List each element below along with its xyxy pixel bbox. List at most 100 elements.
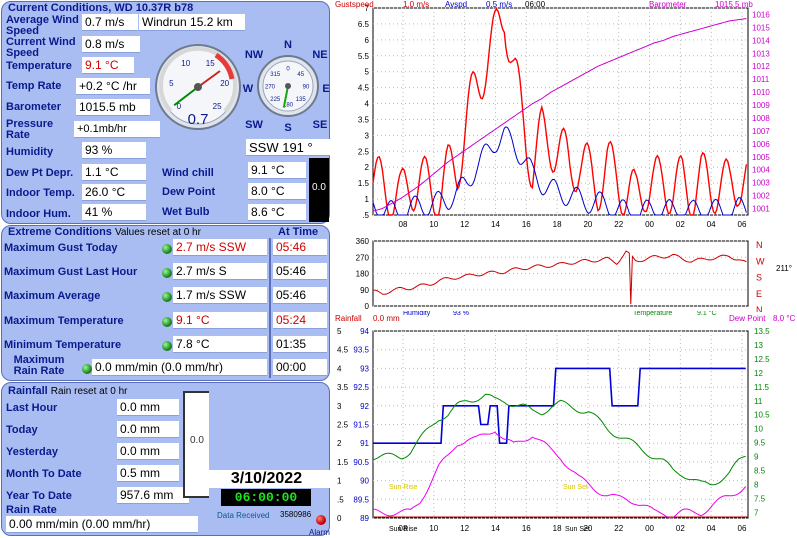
indoor-temp-label: Indoor Temp. (6, 187, 75, 199)
chart1-series-1 (372, 126, 747, 216)
chart3-right-tick: 13.5 (754, 327, 770, 336)
rain-gauge-value: 0.0 (190, 435, 204, 446)
chart1-time-label: 06:00 (525, 0, 546, 9)
extreme-row-time: 05:46 (273, 239, 327, 256)
chart1-left-tick: 6.5 (358, 20, 370, 29)
chart1-baro-label: Barometer (649, 0, 687, 9)
barometer-label: Barometer (6, 101, 62, 113)
chart3-x-tick: 04 (707, 524, 716, 533)
compass-nw-label: NW (245, 49, 264, 61)
chart3-rain-tick: 3.5 (337, 383, 349, 392)
temperature-label: Temperature (6, 60, 72, 72)
gauge-tick-label: 15 (206, 59, 215, 68)
indoor-hum-value: 41 % (82, 204, 146, 221)
alarm-icon[interactable] (316, 515, 326, 525)
chart3-temp-value: 9.1 °C (697, 311, 717, 317)
rain-rate-value: 0.00 mm/min (0.00 mm/hr) (6, 516, 198, 533)
compass-sw-label: SW (245, 119, 263, 131)
chart1-series-0 (372, 7, 748, 217)
wet-bulb-label: Wet Bulb (162, 206, 210, 218)
dew-pt-depr-value: 1.1 °C (82, 164, 146, 181)
chart3-rain-tick: 1 (337, 477, 342, 486)
chart1-left-tick: 3.5 (358, 115, 370, 124)
chart3-rain-tick: 4.5 (337, 346, 349, 355)
chart3-right-tick: 8.5 (754, 467, 766, 476)
chart1-x-tick: 00 (645, 220, 654, 229)
extreme-row-label: Maximum Rain Rate (13, 354, 65, 377)
chart3-x-tick: 14 (491, 524, 500, 533)
chart2-series-0 (372, 250, 747, 305)
humidity-value: 93 % (82, 142, 146, 159)
alarm-label: Alarm (309, 528, 330, 537)
chart1-x-tick: 16 (522, 220, 531, 229)
rain-month-value: 0.5 mm (117, 465, 179, 482)
chart2-left-tick: 90 (360, 286, 369, 295)
rain-yesterday-label: Yesterday (6, 446, 58, 458)
chart3-rain-tick: 5 (337, 327, 342, 336)
chart3-left-tick: 90 (360, 477, 369, 486)
chart2-right-label: N (756, 305, 763, 312)
chart1-right-tick: 1001 (752, 205, 770, 214)
chart1-right-tick: 1010 (752, 88, 770, 97)
chart3-temp-label: Temperature (633, 311, 672, 317)
gauge-center-value: 0.7 (188, 111, 209, 128)
extreme-title-text: Extreme Conditions (8, 226, 112, 238)
compass-ne-label: NE (312, 49, 327, 61)
chart1-right-tick: 1012 (752, 62, 770, 71)
chart3-sunset-bottom: Sun Set (565, 526, 590, 533)
chart3-left-tick: 89 (360, 514, 369, 523)
chart1-right-tick: 1015 (752, 23, 770, 32)
chart1-left-tick: 5 (365, 68, 370, 77)
chart3-rain-tick: .5 (337, 495, 344, 504)
compass-tick-label: 315 (270, 72, 281, 78)
chart3-right-tick: 13 (754, 341, 763, 350)
chart1-gust-value: 1.0 m/s (403, 0, 429, 9)
rain-last-hour-label: Last Hour (6, 402, 58, 414)
chart2-right-value: 211° (776, 264, 792, 273)
chart3-sunset-top: Sun Set (563, 484, 588, 491)
chart2-right-label: N (756, 240, 763, 250)
compass-tick-label: 45 (297, 72, 304, 78)
chart3-series-2 (372, 431, 747, 519)
chart1-x-tick: 22 (614, 220, 623, 229)
chart3-x-tick: 18 (553, 524, 562, 533)
chart1-left-tick: 3 (365, 131, 370, 140)
at-time-divider (269, 238, 271, 378)
current-conditions-title: Current Conditions, WD 10.37R b78 (8, 2, 194, 14)
chart1-avspd-value: 0.5 m/s (486, 0, 512, 9)
chart1-right-tick: 1007 (752, 127, 770, 136)
extreme-row-led-icon (162, 341, 172, 351)
chart1-left-tick: 4.5 (358, 84, 370, 93)
chart3-right-tick: 10 (754, 425, 763, 434)
chart3-sunrise-bottom: Sun Rise (389, 526, 418, 533)
compass-e-label: E (322, 83, 329, 95)
chart3-left-tick: 94 (360, 327, 369, 336)
wind-chill-value: 9.1 °C (248, 162, 306, 179)
chart1-x-tick: 12 (460, 220, 469, 229)
extreme-row-value: 0.0 mm/min (0.0 mm/hr) (92, 359, 267, 376)
humidity-label: Humidity (6, 146, 54, 158)
rainfall-panel: Rainfall Rain reset at 0 hr Last Hour 0.… (1, 382, 330, 536)
chart3-x-tick: 20 (583, 524, 592, 533)
extreme-row-value: 2.7 m/s S (173, 263, 267, 280)
chart1-series-2 (372, 18, 747, 212)
cur-wind-speed-label: Current Wind Speed (6, 36, 76, 59)
rain-today-label: Today (6, 424, 38, 436)
extreme-row-led-icon (162, 244, 172, 254)
extreme-row-value: 1.7 m/s SSW (173, 287, 267, 304)
dew-point-value: 8.0 °C (248, 183, 306, 200)
chart3-x-tick: 02 (676, 524, 685, 533)
extreme-row-time: 05:24 (273, 312, 327, 329)
chart3-x-tick: 12 (460, 524, 469, 533)
chart2-right-label: S (756, 273, 762, 283)
rain-year-value: 957.6 mm (117, 487, 189, 504)
chart1-right-tick: 1013 (752, 49, 770, 58)
extreme-row-label: Maximum Gust Today (4, 242, 118, 254)
chart3-rain-tick: 0 (337, 514, 342, 523)
chart2-left-tick: 180 (356, 270, 370, 279)
chart1-right-tick: 1004 (752, 166, 770, 175)
rain-rate-label: Rain Rate (6, 504, 57, 516)
chart1-left-tick: 2.5 (358, 147, 370, 156)
